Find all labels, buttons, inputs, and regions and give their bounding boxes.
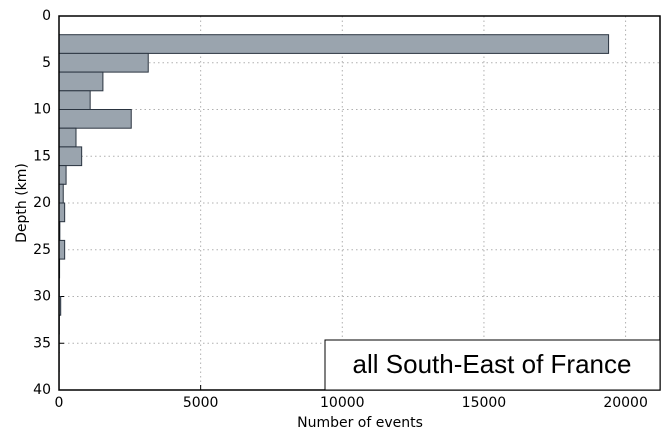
y-tick-label: 5 xyxy=(42,55,51,71)
x-tick-label: 5000 xyxy=(183,395,219,411)
x-tick-label: 15000 xyxy=(462,395,507,411)
y-tick-label: 30 xyxy=(33,289,51,305)
y-tick-label: 20 xyxy=(33,195,51,211)
bar xyxy=(58,90,91,111)
y-tick-label: 40 xyxy=(33,382,51,398)
bar xyxy=(58,165,67,185)
annotation-box xyxy=(324,339,661,391)
bar xyxy=(58,71,104,92)
y-axis-label: Depth (km) xyxy=(14,163,30,243)
y-tick-label: 15 xyxy=(33,148,51,164)
annotation: all South-East of France xyxy=(353,349,632,379)
y-tick-label: 0 xyxy=(42,8,51,24)
bar xyxy=(58,127,77,148)
x-tick-label: 10000 xyxy=(320,395,365,411)
bar xyxy=(58,202,66,223)
bar xyxy=(58,239,66,260)
bar xyxy=(58,109,132,129)
bar xyxy=(58,34,610,54)
x-tick-label: 0 xyxy=(55,395,64,411)
y-tick-label: 10 xyxy=(33,102,51,118)
y-tick-label: 35 xyxy=(33,335,51,351)
bar xyxy=(58,52,149,73)
x-tick-label: 20000 xyxy=(603,395,648,411)
bar xyxy=(58,146,83,167)
x-axis-label: Number of events xyxy=(297,415,423,431)
y-tick-label: 25 xyxy=(33,242,51,258)
